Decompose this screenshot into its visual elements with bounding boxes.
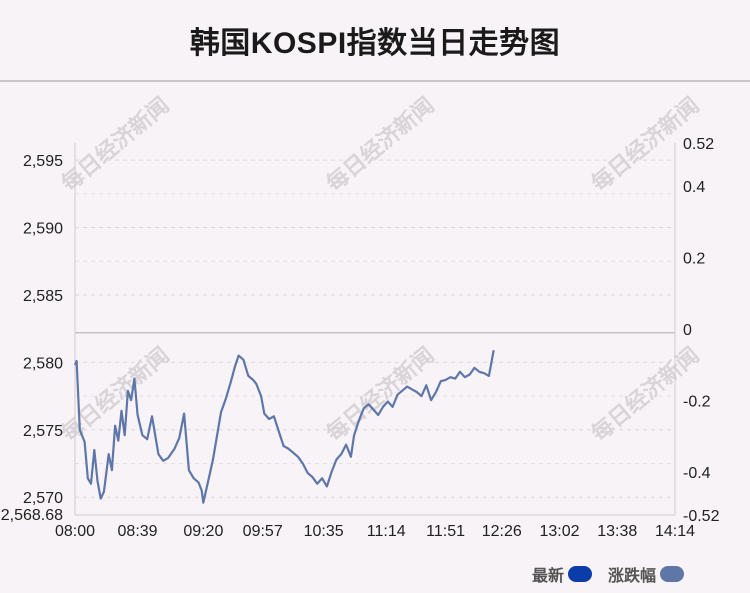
legend-item-change[interactable]: 涨跌幅 <box>608 562 684 586</box>
y-right-tick-label: -0.52 <box>683 508 720 525</box>
x-tick-label: 09:57 <box>243 523 283 540</box>
watermark-text: 每日经济新闻 <box>57 92 175 197</box>
x-tick-label: 08:39 <box>118 523 158 540</box>
legend-swatch-change <box>660 566 684 582</box>
y-right-tick-label: -0.4 <box>683 465 711 482</box>
y-left-min-label: 2,568.68 <box>1 507 63 524</box>
x-tick-label: 08:00 <box>55 523 95 540</box>
legend-item-latest[interactable]: 最新 <box>532 562 592 586</box>
x-tick-label: 13:38 <box>597 523 637 540</box>
series-layer <box>73 349 495 504</box>
y-left-tick-label: 2,595 <box>23 153 63 170</box>
y-axis-right-labels: 0.52 0.4 0.2 0 -0.2 -0.4 -0.52 <box>683 136 720 525</box>
y-left-tick-label: 2,580 <box>23 355 63 372</box>
watermark-text: 每日经济新闻 <box>322 92 440 197</box>
x-tick-label: 12:26 <box>482 523 522 540</box>
axes <box>74 143 676 516</box>
y-left-tick-label: 2,585 <box>23 288 63 305</box>
x-tick-label: 14:14 <box>655 523 695 540</box>
legend-swatch-latest <box>567 566 592 582</box>
x-axis-labels: 08:00 08:39 09:20 09:57 10:35 11:14 11:51 12:26… <box>55 523 695 540</box>
y-right-tick-label: -0.2 <box>683 394 711 411</box>
y-left-tick-label: 2,575 <box>23 423 63 440</box>
title-divider <box>0 80 750 82</box>
x-tick-label: 11:14 <box>367 523 406 540</box>
y-right-tick-label: 0.52 <box>683 136 714 153</box>
x-tick-label: 13:02 <box>539 523 579 540</box>
x-tick-label: 09:20 <box>183 523 223 540</box>
y-left-tick-label: 2,570 <box>23 490 63 507</box>
y-right-tick-label: 0.2 <box>683 250 705 267</box>
legend-label-change: 涨跌幅 <box>607 568 656 585</box>
series-line-latest <box>73 349 495 504</box>
chart-title: 韩国KOSPI指数当日走势图 <box>189 27 561 60</box>
y-right-tick-label: 0 <box>683 322 692 339</box>
x-tick-label: 11:51 <box>426 523 465 540</box>
legend-label-latest: 最新 <box>531 568 564 585</box>
y-right-tick-label: 0.4 <box>683 179 705 196</box>
y-axis-left-labels: 2,570 2,575 2,580 2,585 2,590 2,595 2,568.68 <box>1 153 63 524</box>
grid-lines <box>75 159 675 498</box>
y-left-tick-label: 2,590 <box>23 221 63 238</box>
legend: 最新 涨跌幅 <box>532 562 684 586</box>
x-tick-label: 10:35 <box>304 523 344 540</box>
